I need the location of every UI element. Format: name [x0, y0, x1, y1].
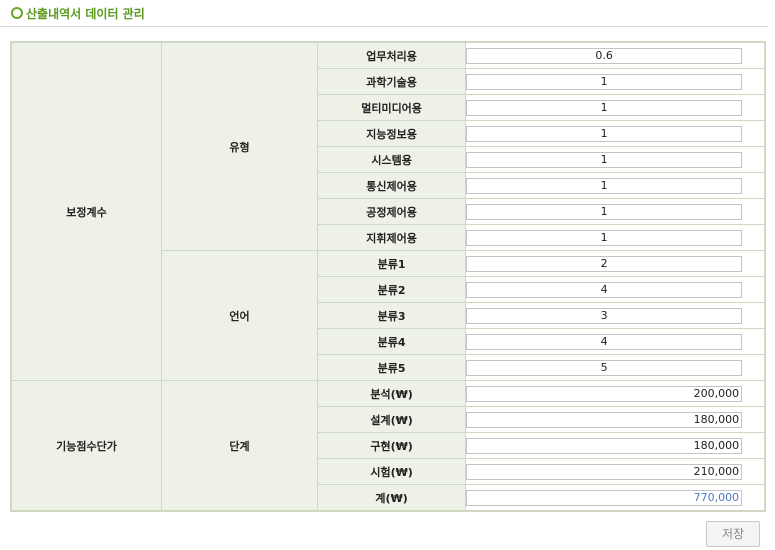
- row-label: 공정제어용: [317, 198, 467, 225]
- row-label: 멀티미디어용: [317, 94, 467, 121]
- subgroup-language: 언어: [161, 250, 319, 381]
- subgroup-stage: 단계: [161, 380, 319, 512]
- total-price-value: 770,000: [466, 489, 743, 506]
- row-label: 분류5: [317, 354, 467, 381]
- row-label: 분류4: [317, 328, 467, 355]
- group-correction: 보정계수: [10, 41, 163, 381]
- value-input[interactable]: 1: [466, 177, 743, 194]
- price-input[interactable]: 200,000: [466, 385, 743, 402]
- row-label: 업무처리용: [317, 41, 467, 69]
- row-label: 통신제어용: [317, 172, 467, 199]
- row-label: 지휘제어용: [317, 224, 467, 251]
- value-input[interactable]: 1: [466, 99, 743, 116]
- row-label: 구현(₩): [317, 432, 467, 459]
- price-input[interactable]: 180,000: [466, 411, 743, 428]
- value-input[interactable]: 1: [466, 151, 743, 168]
- value-input[interactable]: 3: [466, 307, 743, 324]
- value-input[interactable]: 4: [466, 281, 743, 298]
- value-input[interactable]: 2: [466, 255, 743, 272]
- value-input[interactable]: 1: [466, 73, 743, 90]
- row-label: 설계(₩): [317, 406, 467, 433]
- group-unit-price: 기능점수단가: [10, 380, 163, 512]
- total-label: 계(₩): [317, 484, 467, 512]
- row-label: 시스템용: [317, 146, 467, 173]
- value-input[interactable]: 1: [466, 203, 743, 220]
- value-input[interactable]: 0.6: [466, 47, 743, 64]
- subgroup-type: 유형: [161, 41, 319, 251]
- row-label: 분류1: [317, 250, 467, 277]
- value-input[interactable]: 5: [466, 359, 743, 376]
- row-label: 과학기술용: [317, 68, 467, 95]
- value-input[interactable]: 4: [466, 333, 743, 350]
- row-label: 분석(₩): [317, 380, 467, 407]
- page-title: 산출내역서 데이터 관리: [26, 7, 145, 21]
- row-label: 지능정보용: [317, 120, 467, 147]
- title-bar: 산출내역서 데이터 관리: [0, 0, 768, 27]
- price-input[interactable]: 210,000: [466, 463, 743, 480]
- row-label: 분류3: [317, 302, 467, 329]
- circle-bullet-icon: [11, 7, 23, 19]
- row-label: 시험(₩): [317, 458, 467, 485]
- data-table: 보정계수 유형 업무처리용 0.6 과학기술용 1 멀티미디어용 1 지능정보용…: [10, 41, 766, 512]
- value-input[interactable]: 1: [466, 125, 743, 142]
- value-input[interactable]: 1: [466, 229, 743, 246]
- price-input[interactable]: 180,000: [466, 437, 743, 454]
- save-button[interactable]: 저장: [706, 521, 760, 547]
- row-label: 분류2: [317, 276, 467, 303]
